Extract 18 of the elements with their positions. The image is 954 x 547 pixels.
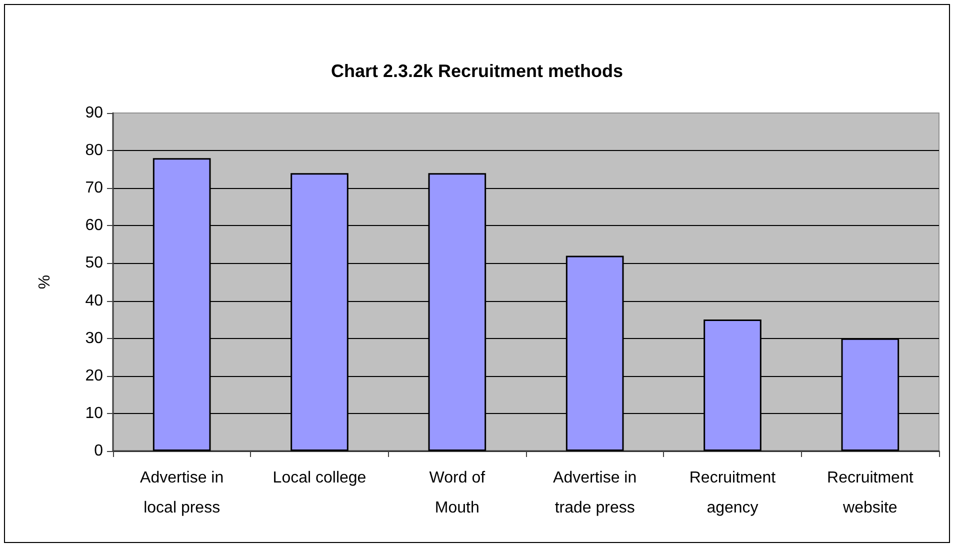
x-tick-label: Advertise in local press [140,470,224,516]
chart-title: Chart 2.3.2k Recruitment methods [330,61,624,81]
y-tick-label: 80 [85,142,104,160]
y-axis-title: % [36,274,54,290]
y-tick-label: 10 [85,404,104,422]
y-tick-label: 90 [85,104,104,122]
x-tick-label: Recruitment agency [689,470,776,516]
y-tick-label: 40 [85,292,104,310]
x-tick-label: Local college [272,470,366,486]
x-tick-label: Advertise in trade press [553,470,637,516]
y-tick-label: 50 [85,254,104,272]
x-tick-label: Recruitment website [827,470,914,516]
y-tick-label: 70 [85,180,104,197]
y-tick-label: 20 [85,367,104,384]
y-tick-label: 0 [94,442,104,460]
y-tick-label: 30 [85,330,104,347]
y-tick-label: 60 [85,217,104,234]
x-tick-label: Word of Mouth [429,470,486,516]
